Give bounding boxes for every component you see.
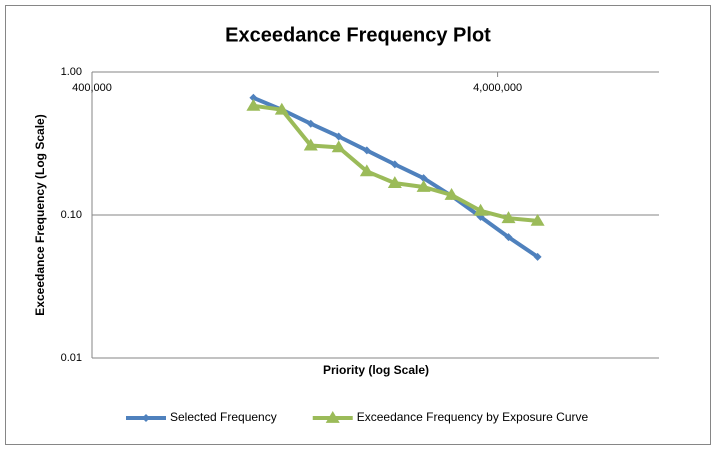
marker [533,252,542,261]
marker [390,160,399,169]
marker [249,93,258,102]
marker [142,414,150,422]
x-tick-label: 4,000,000 [473,82,522,94]
marker [530,213,545,226]
legend-label: Selected Frequency [170,410,277,424]
y-tick-label: 0.10 [61,209,82,221]
marker [359,164,374,177]
marker [387,176,402,189]
legend-label: Exceedance Frequency by Exposure Curve [357,410,589,424]
x-axis-title: Priority (log Scale) [323,363,429,377]
chart-border [5,5,711,445]
y-tick-label: 0.01 [61,352,82,364]
marker [306,119,315,128]
marker [473,203,488,216]
chart-title: Exceedance Frequency Plot [225,24,491,46]
marker [274,102,289,115]
marker [334,132,343,141]
marker [303,138,318,151]
marker [416,179,431,192]
y-axis-title: Exceedance Frequency (Log Scale) [33,114,47,315]
marker [419,174,428,183]
marker [504,233,513,242]
x-tick-label: 400,000 [72,82,112,94]
marker [331,140,346,153]
marker [246,98,261,111]
marker [362,146,371,155]
marker [444,187,459,200]
y-tick-label: 1.00 [61,66,82,78]
marker [501,211,516,224]
marker [325,411,340,423]
